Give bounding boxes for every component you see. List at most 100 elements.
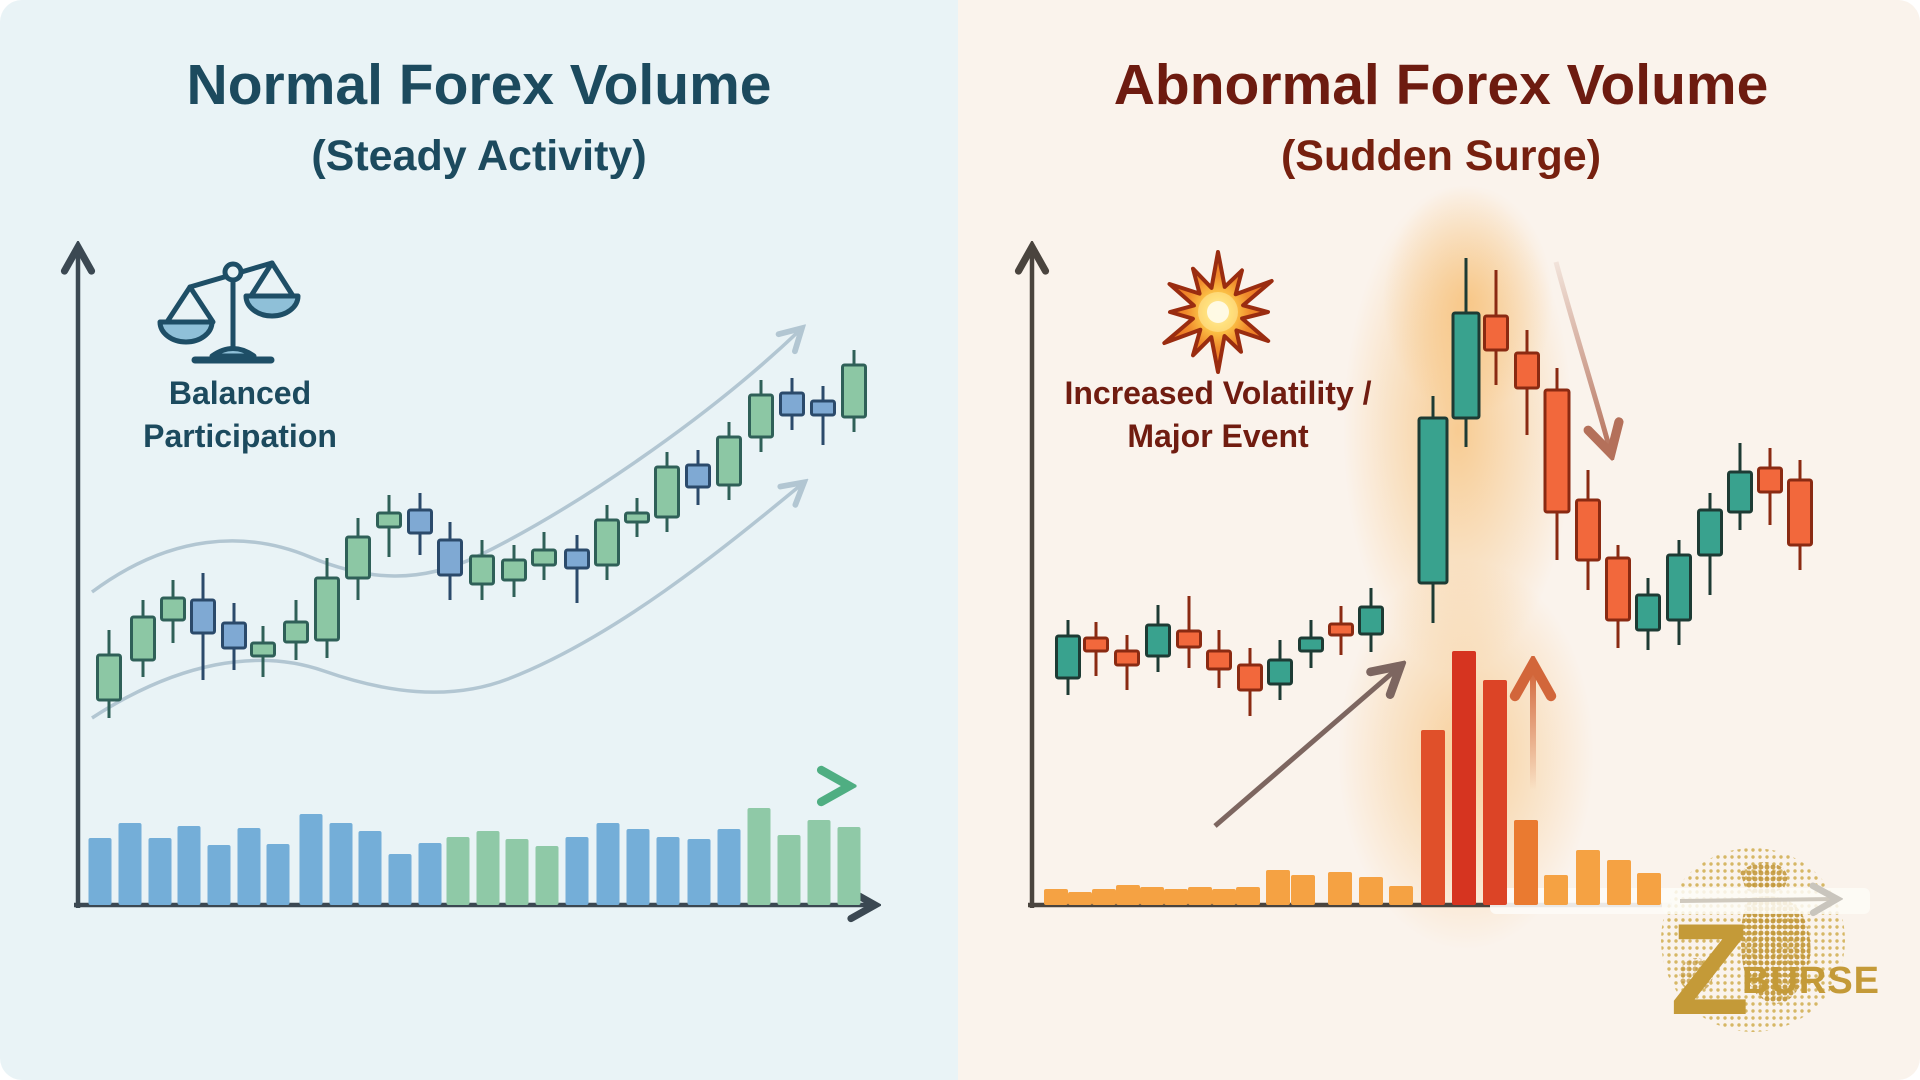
volume-bar — [476, 831, 500, 905]
balance-scale-icon — [157, 260, 301, 364]
candle — [1666, 553, 1692, 622]
candle — [469, 554, 495, 586]
left-annotation-line1: Balanced — [168, 375, 312, 411]
candle — [283, 620, 309, 644]
volume-bar — [1359, 877, 1383, 905]
volume-bar — [1164, 889, 1188, 905]
candle — [810, 399, 836, 417]
right-x-axis-arrowhead — [1679, 899, 1834, 901]
candle — [376, 511, 402, 529]
candle — [1514, 351, 1540, 390]
volume-bar — [687, 839, 711, 905]
volume-bar — [535, 846, 559, 905]
right-annotation-line2: Major Event — [1127, 418, 1309, 454]
volume-bar — [565, 837, 589, 905]
surge-pointer-arrow — [1213, 668, 1398, 828]
left-annotation-line2: Participation — [143, 418, 337, 454]
candle — [1206, 649, 1232, 671]
logo-name: BURSE — [1742, 960, 1880, 1002]
volume-bar — [88, 838, 112, 905]
candle — [716, 435, 742, 487]
right-panel-subtitle: (Sudden Surge) — [1280, 132, 1602, 180]
candle — [407, 508, 433, 535]
volume-bar — [596, 823, 620, 905]
candle — [96, 653, 122, 702]
volume-bar — [837, 827, 861, 905]
candle — [1483, 314, 1509, 352]
candle — [594, 518, 620, 567]
volume-bar — [717, 829, 741, 905]
reversal-down-arrow — [1553, 261, 1610, 450]
candle — [1787, 478, 1813, 547]
volume-bar — [237, 828, 261, 905]
candle — [437, 538, 463, 577]
left-annotation: Balanced Participation — [85, 372, 395, 458]
candle — [1237, 663, 1263, 692]
candle — [1757, 466, 1783, 494]
volume-bar — [329, 823, 353, 905]
candle — [314, 576, 340, 642]
candle — [1328, 622, 1354, 637]
zburse-logo: Z BURSE — [1661, 848, 1880, 1042]
candle — [531, 548, 557, 567]
volume-bar — [1452, 651, 1476, 905]
candle — [1145, 623, 1171, 658]
logo-letter: Z — [1670, 896, 1749, 1042]
candle — [1727, 470, 1753, 514]
candle — [1114, 649, 1140, 667]
candle — [1417, 416, 1449, 585]
candle — [841, 363, 867, 419]
volume-bar — [177, 826, 201, 905]
volume-bar — [388, 854, 412, 905]
candle — [564, 548, 590, 570]
left-panel-subtitle: (Steady Activity) — [311, 132, 647, 180]
candle — [1358, 605, 1384, 636]
volume-bar — [807, 820, 831, 905]
volume-bar — [1576, 850, 1600, 905]
volume-bar — [1483, 680, 1507, 905]
volume-bar — [118, 823, 142, 905]
volume-bar — [299, 814, 323, 905]
volume-bar — [446, 837, 470, 905]
candle — [345, 535, 371, 580]
volume-bar — [1514, 820, 1538, 905]
volume-bar — [777, 835, 801, 905]
candle — [221, 621, 247, 650]
right-panel-title: Abnormal Forex Volume — [1113, 53, 1769, 117]
candle — [1635, 593, 1661, 632]
candle — [1055, 634, 1081, 680]
volume-bar — [656, 837, 680, 905]
volume-bar — [358, 831, 382, 905]
volume-bar — [1116, 885, 1140, 905]
volume-bar — [1188, 887, 1212, 905]
volume-bar — [1421, 730, 1445, 905]
explosion-icon — [1162, 250, 1274, 374]
volume-bar — [1607, 860, 1631, 905]
candle — [1697, 508, 1723, 557]
volume-bar — [148, 838, 172, 905]
volume-bar — [266, 844, 290, 905]
candle — [748, 393, 774, 439]
volume-bar — [1068, 892, 1092, 905]
candle — [1298, 636, 1324, 653]
volume-bar — [1266, 870, 1290, 905]
right-candlestick-series — [1055, 258, 1813, 716]
volume-bar — [505, 839, 529, 905]
candle — [1083, 636, 1109, 653]
volume-bar — [207, 845, 231, 905]
volume-bar — [1389, 886, 1413, 905]
candle — [130, 615, 156, 662]
volume-bar — [1328, 872, 1352, 905]
candle — [1575, 498, 1601, 562]
candle — [1176, 629, 1202, 649]
volume-bar — [418, 843, 442, 905]
right-annotation: Increased Volatility / Major Event — [1028, 372, 1408, 458]
candle — [1605, 556, 1631, 622]
candle — [624, 511, 650, 524]
volume-bar — [1044, 889, 1068, 905]
candle — [685, 463, 711, 489]
volume-bar — [1544, 875, 1568, 905]
volume-bar — [1140, 887, 1164, 905]
